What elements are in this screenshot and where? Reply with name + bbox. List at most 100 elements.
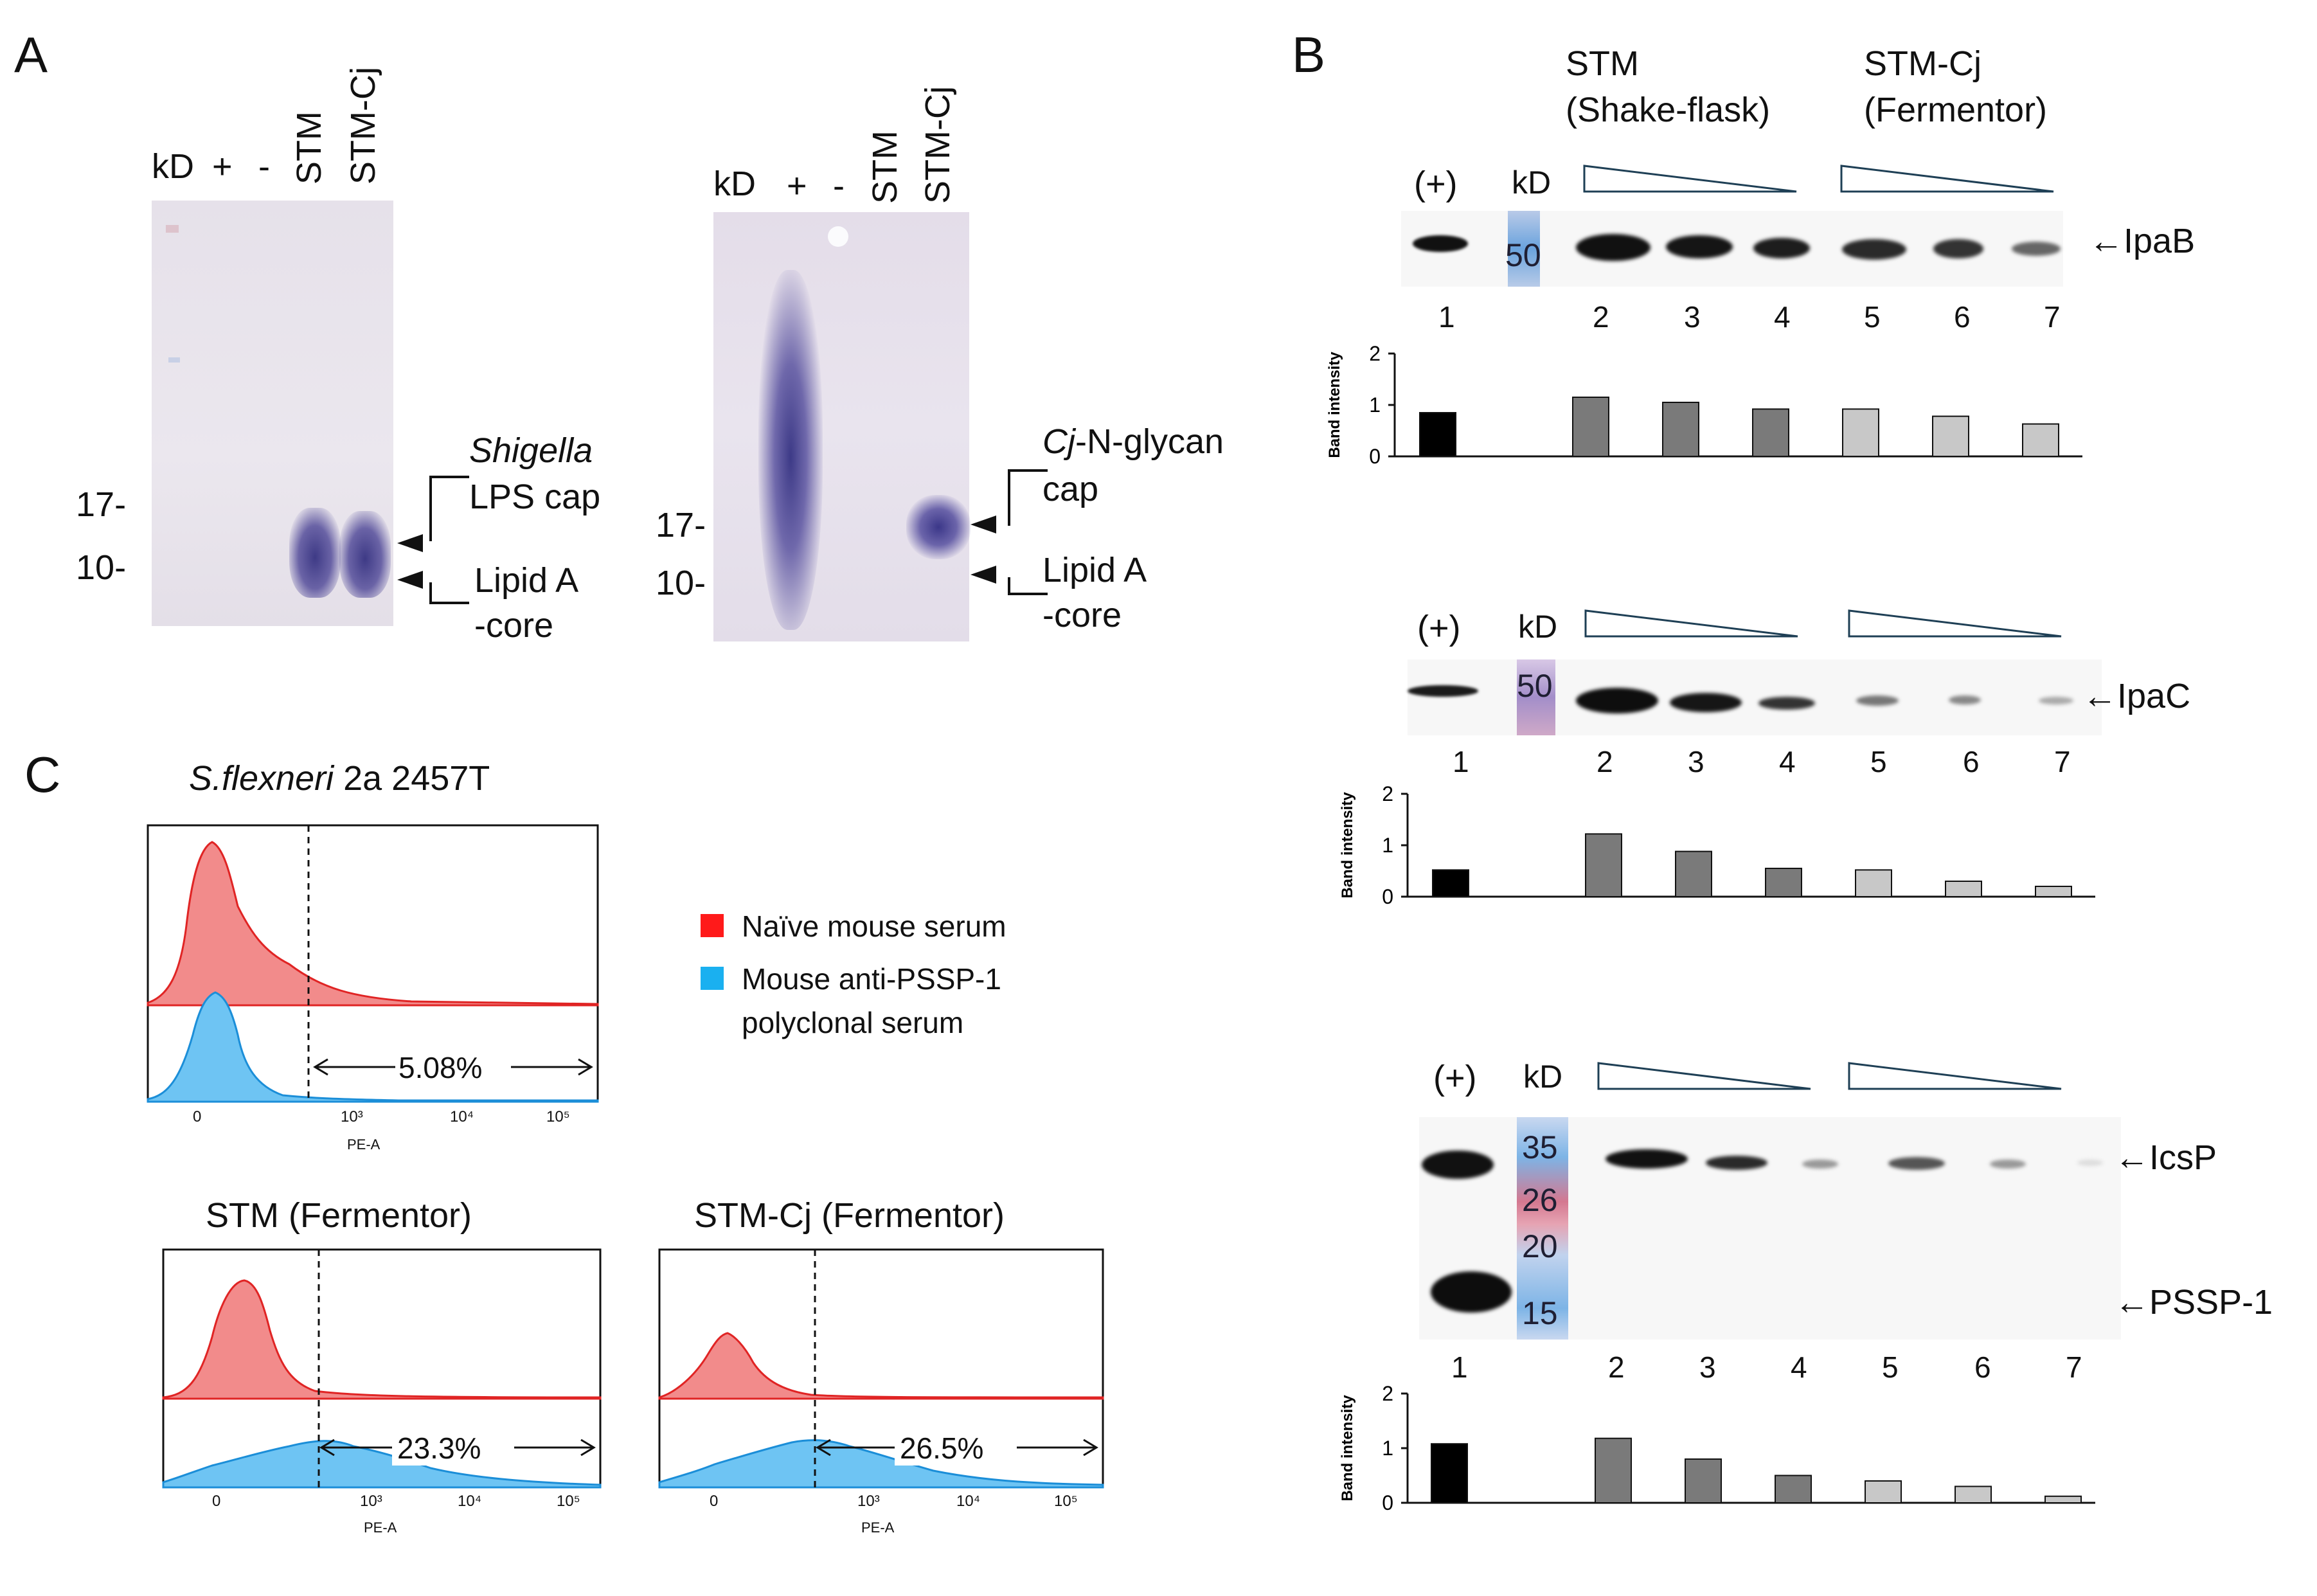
bar-lane-3 (1662, 402, 1699, 457)
bar-chart-ytick-label: 1 (1382, 1437, 1393, 1460)
bar-chart-ytick-label: 1 (1369, 393, 1381, 417)
group-stm-sub: (Shake-flask) (1566, 91, 1771, 129)
flow-plot-1-tick-0: 0 (193, 1108, 202, 1125)
flow-plot-1 (147, 824, 599, 1103)
flow-plot-3-percent: 26.5% (900, 1431, 984, 1465)
panel-a-letter: A (14, 26, 48, 83)
gel-2-blank-spot (828, 226, 848, 247)
bar-lane-1 (1432, 869, 1469, 897)
legend-swatch-anti (701, 967, 724, 990)
bar-lane-6 (1932, 415, 1969, 457)
bar-chart-icsp: Band intensity 0 1 2 (1339, 1382, 2095, 1514)
group-stm-label: STM (1566, 44, 1639, 83)
blot-2-kd-label: kD (1518, 609, 1558, 645)
bar-lane-4 (1775, 1475, 1812, 1503)
blot-1-lane-6: 6 (1954, 300, 1971, 334)
blot-3-protein-label-icsp: ←IcsP (2115, 1138, 2217, 1177)
bar-chart-ylabel: Band intensity (1326, 352, 1343, 458)
gel-2 (713, 212, 969, 641)
blot-2: 50 (1408, 659, 2102, 735)
gel-1-ladder-band (166, 225, 179, 233)
bar-lane-7 (2022, 423, 2059, 458)
gel-1-annot-lpscap: LPS cap (469, 478, 601, 516)
bar-lane-5 (1855, 869, 1892, 897)
bar-lane-5 (1842, 408, 1879, 457)
bar-lane-6 (1955, 1485, 1992, 1503)
blot-3-ladder-26: 26 (1522, 1182, 1558, 1218)
blot-1-wedges (1583, 165, 2054, 193)
blot-2-protein-label: ←IpaC (2082, 677, 2191, 715)
gel-1-lane-neg: - (258, 147, 270, 186)
flow-plot-1-tick-4: 10⁴ (450, 1108, 474, 1125)
legend-label-anti: Mouse anti-PSSP-1 (742, 962, 1001, 996)
bar-chart-ipac: Band intensity 0 1 2 (1339, 782, 2095, 908)
flow-plot-2-percent: 23.3% (397, 1431, 481, 1465)
bar-chart-ytick-label: 1 (1382, 834, 1393, 857)
gel-1-band-stmcj (339, 511, 391, 598)
blot-3-band-1-icsp (1422, 1151, 1494, 1179)
blot-1-kd-label: kD (1512, 165, 1552, 201)
blot-2-wedges (1584, 609, 2062, 638)
blot-3-lane-7: 7 (2066, 1350, 2082, 1384)
flow-plot-3-tick-5: 10⁵ (1054, 1493, 1078, 1510)
blot-1-protein-label: ←IpaB (2089, 222, 2196, 260)
blot-2-lane-6: 6 (1963, 745, 1980, 778)
blot-2-lane-2: 2 (1597, 745, 1613, 778)
bar-lane-7 (2044, 1495, 2082, 1504)
flow-plot-1-tick-5: 10⁵ (546, 1108, 570, 1125)
blot-3-band-7 (2077, 1160, 2103, 1166)
bar-lane-3 (1675, 850, 1712, 897)
blot-2-band-3 (1670, 693, 1742, 712)
blot-1-band-7 (2012, 242, 2061, 256)
gel-1-band-stm (289, 508, 341, 598)
bar-lane-7 (2035, 886, 2072, 897)
gel-2-band-pos (758, 270, 823, 630)
gel-2-marker-10: 10- (656, 564, 706, 602)
blot-1-band-6 (1933, 239, 1983, 258)
bar-lane-5 (1865, 1480, 1902, 1503)
gel-2-annot-cap2: cap (1042, 470, 1099, 508)
gel-2-annot-lipida: Lipid A (1042, 551, 1147, 589)
blot-2-band-1 (1408, 685, 1478, 697)
blot-1-lane-1: 1 (1438, 300, 1455, 334)
flow-plot-3 (658, 1248, 1104, 1489)
bar-lane-1 (1431, 1443, 1468, 1503)
blot-3-lane-6: 6 (1974, 1350, 1991, 1384)
legend-label-naive: Naïve mouse serum (742, 910, 1006, 943)
gel-1-arrows (397, 476, 469, 604)
gel-2-lane-pos: + (787, 166, 807, 205)
flow-plot-2-axis-label: PE-A (364, 1520, 397, 1536)
gel-2-band-stmcj (906, 495, 971, 559)
blot-2-ladder (1517, 659, 1555, 735)
flow-title: S.flexneri 2a 2457T (189, 758, 490, 798)
blot-1-pos-label: (+) (1414, 165, 1458, 203)
gel-1-annot-shigella: Shigella (469, 431, 593, 470)
blot-1-lane-4: 4 (1774, 300, 1791, 334)
blot-1-lane-3: 3 (1684, 300, 1701, 334)
blot-2-band-4 (1758, 697, 1815, 710)
bar-chart-ytick-label: 2 (1382, 782, 1393, 805)
legend-swatch-naive (701, 914, 724, 937)
bar-lane-1 (1419, 412, 1456, 457)
bar-chart-ylabel: Band intensity (1339, 1395, 1356, 1502)
blot-3-band-2 (1606, 1149, 1688, 1169)
blot-2-lane-4: 4 (1779, 745, 1796, 778)
gel-2-annot-cap: Cj-N-glycan (1042, 422, 1224, 462)
blot-3-protein-label-pssp: ←PSSP-1 (2115, 1283, 2273, 1322)
bar-chart-ytick-label: 0 (1369, 445, 1381, 468)
bar-lane-2 (1572, 397, 1609, 457)
gel-2-lane-neg: - (833, 166, 845, 205)
flow-plot-2-tick-4: 10⁴ (458, 1493, 482, 1510)
flow-plot-2 (162, 1248, 602, 1489)
blot-1-ladder (1508, 211, 1540, 287)
flow-plot-3-tick-0: 0 (710, 1493, 719, 1510)
blot-1-band-3 (1666, 235, 1733, 258)
blot-2-band-7 (2039, 697, 2073, 704)
blot-1-band-1 (1413, 235, 1468, 252)
legend-label-anti-2: polyclonal serum (742, 1006, 964, 1039)
group-stmcj-label: STM-Cj (1864, 44, 1982, 83)
flow-plot-2-title: STM (Fermentor) (206, 1196, 472, 1235)
gel-2-annot-core: -core (1042, 596, 1122, 634)
blot-2-pos-label: (+) (1417, 609, 1461, 647)
gel-2-marker-17: 17- (656, 506, 706, 544)
